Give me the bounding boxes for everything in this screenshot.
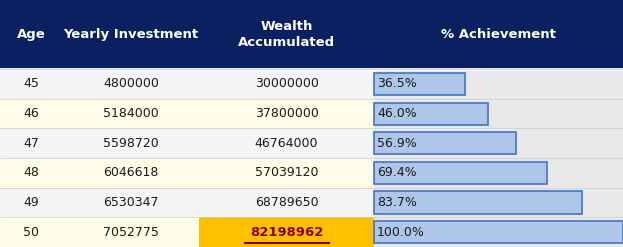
Text: 83.7%: 83.7% <box>377 196 417 209</box>
Bar <box>0 69 62 99</box>
Bar <box>374 99 623 128</box>
Bar <box>199 128 374 158</box>
Bar <box>0 158 62 188</box>
Text: 68789650: 68789650 <box>255 196 318 209</box>
Bar <box>62 188 199 217</box>
Bar <box>374 162 547 184</box>
Bar <box>374 128 623 158</box>
Bar <box>374 103 488 125</box>
Text: 50: 50 <box>23 226 39 239</box>
Bar <box>374 69 623 99</box>
Text: Yearly Investment: Yearly Investment <box>64 28 198 41</box>
Bar <box>0 188 62 217</box>
Text: 56.9%: 56.9% <box>377 137 417 150</box>
Text: 37800000: 37800000 <box>255 107 318 120</box>
Text: 47: 47 <box>23 137 39 150</box>
Text: 6046618: 6046618 <box>103 166 158 179</box>
Bar <box>374 132 516 154</box>
Text: 7052775: 7052775 <box>103 226 159 239</box>
Bar <box>62 217 199 247</box>
Bar <box>199 188 374 217</box>
Text: 57039120: 57039120 <box>255 166 318 179</box>
Text: 36.5%: 36.5% <box>377 78 417 90</box>
Bar <box>62 69 199 99</box>
Bar <box>374 73 465 95</box>
Bar <box>374 158 623 188</box>
Bar <box>199 158 374 188</box>
Bar <box>0 0 623 69</box>
Text: 48: 48 <box>23 166 39 179</box>
Bar <box>0 99 62 128</box>
Text: 4800000: 4800000 <box>103 78 159 90</box>
Bar <box>62 128 199 158</box>
Text: 5184000: 5184000 <box>103 107 159 120</box>
Text: 6530347: 6530347 <box>103 196 159 209</box>
Bar <box>62 158 199 188</box>
Text: 45: 45 <box>23 78 39 90</box>
Text: 49: 49 <box>23 196 39 209</box>
Text: 69.4%: 69.4% <box>377 166 417 179</box>
Bar <box>374 188 623 217</box>
Bar <box>374 221 623 243</box>
Text: 82198962: 82198962 <box>250 226 323 239</box>
Bar <box>199 69 374 99</box>
Text: % Achievement: % Achievement <box>441 28 556 41</box>
Text: 46764000: 46764000 <box>255 137 318 150</box>
Text: 46.0%: 46.0% <box>377 107 417 120</box>
Text: 46: 46 <box>23 107 39 120</box>
Bar <box>199 99 374 128</box>
Text: Age: Age <box>17 28 45 41</box>
Text: 5598720: 5598720 <box>103 137 159 150</box>
Bar <box>62 99 199 128</box>
Text: 100.0%: 100.0% <box>377 226 425 239</box>
Bar <box>374 217 623 247</box>
Bar <box>0 128 62 158</box>
Bar <box>0 217 62 247</box>
Bar <box>199 217 374 247</box>
Text: Wealth
Accumulated: Wealth Accumulated <box>238 20 335 49</box>
Bar <box>374 191 583 214</box>
Text: 30000000: 30000000 <box>255 78 318 90</box>
